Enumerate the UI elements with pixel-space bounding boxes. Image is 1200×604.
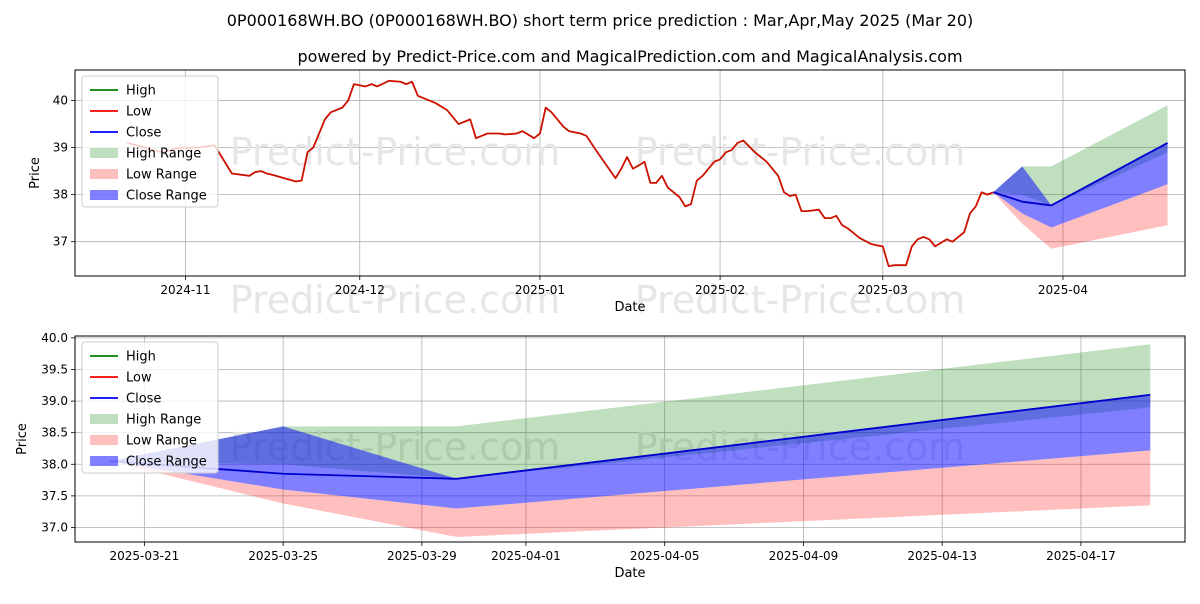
watermark-text: Predict-Price.com — [635, 130, 966, 174]
x-tick-label: 2025-04-13 — [907, 549, 977, 563]
legend: High Low Close High Range Low Range Close Ran… — [81, 341, 219, 474]
legend-fill-swatch — [90, 456, 118, 466]
plot-frame — [74, 69, 1186, 277]
legend-label: High — [126, 84, 156, 99]
legend-box — [81, 75, 219, 208]
legend-label: Close — [126, 392, 161, 407]
close-forecast-line — [992, 142, 1168, 207]
x-axis-label: Date — [614, 300, 645, 315]
close-range-band — [109, 394, 1151, 509]
x-tick-label: 2024-11 — [160, 283, 210, 297]
legend-fill-swatch — [90, 435, 118, 445]
legend-box — [81, 341, 219, 474]
plot-area — [127, 79, 1168, 268]
legend-label: Low Range — [126, 434, 197, 449]
high-range-band — [993, 105, 1168, 206]
x-tick-label: 2024-12 — [335, 283, 385, 297]
y-tick-label: 39.0 — [41, 394, 68, 408]
legend-label: High — [126, 350, 156, 365]
top-panel: Predict-Price.com Predict-Price.com Predic… — [28, 69, 1186, 322]
low-range-band — [109, 450, 1151, 537]
x-tick-label: 2025-04-09 — [769, 549, 839, 563]
legend-fill-swatch — [90, 148, 118, 158]
x-tick-label: 2025-04-17 — [1046, 549, 1116, 563]
y-tick-label: 40.0 — [41, 331, 68, 345]
watermark-text: Predict-Price.com — [230, 130, 561, 174]
legend-fill-swatch — [90, 414, 118, 424]
y-tick-label: 37 — [53, 235, 68, 249]
x-tick-label: 2025-03-21 — [110, 549, 180, 563]
y-axis-label: Price — [15, 423, 30, 455]
legend: High Low Close High Range Low Range Close Ran… — [81, 75, 219, 208]
y-tick-label: 38.0 — [41, 457, 68, 471]
legend-label: Close Range — [126, 455, 207, 470]
legend-label: High Range — [126, 147, 201, 162]
x-tick-label: 2025-04 — [1038, 283, 1088, 297]
x-tick-label: 2025-03-25 — [248, 549, 318, 563]
chart-subtitle: powered by Predict-Price.com and Magical… — [297, 47, 962, 66]
legend-label: Low — [126, 371, 152, 386]
y-axis-label: Price — [28, 157, 43, 189]
x-tick-label: 2025-04-05 — [630, 549, 700, 563]
legend-label: Low — [126, 105, 152, 120]
y-tick-label: 37.0 — [41, 520, 68, 534]
y-tick-label: 38.5 — [41, 426, 68, 440]
low-series-line — [127, 79, 994, 268]
close-range-band — [993, 142, 1168, 228]
x-tick-label: 2025-03-29 — [387, 549, 457, 563]
legend-label: Close Range — [126, 189, 207, 204]
plot-frame — [74, 335, 1186, 543]
y-tick-label: 38 — [53, 188, 68, 202]
chart-title: 0P000168WH.BO (0P000168WH.BO) short term… — [227, 11, 974, 30]
bottom-panel: Predict-Price.comPredict-Price.com2025-0… — [15, 331, 1186, 581]
x-tick-label: 2025-02 — [695, 283, 745, 297]
x-axis-label: Date — [614, 566, 645, 581]
legend-label: High Range — [126, 413, 201, 428]
low-range-band — [993, 184, 1168, 249]
legend-label: Low Range — [126, 168, 197, 183]
y-tick-label: 37.5 — [41, 489, 68, 503]
watermark-text: Predict-Price.com — [635, 278, 966, 322]
x-tick-label: 2025-04-01 — [491, 549, 561, 563]
legend-fill-swatch — [90, 169, 118, 179]
x-tick-label: 2025-03 — [858, 283, 908, 297]
watermark-text: Predict-Price.com — [230, 278, 561, 322]
y-tick-label: 40 — [53, 94, 68, 108]
y-tick-label: 39.5 — [41, 362, 68, 376]
y-tick-label: 39 — [53, 141, 68, 155]
high-range-band — [109, 344, 1151, 479]
legend-label: Close — [126, 126, 161, 141]
x-tick-label: 2025-01 — [515, 283, 565, 297]
legend-fill-swatch — [90, 190, 118, 200]
